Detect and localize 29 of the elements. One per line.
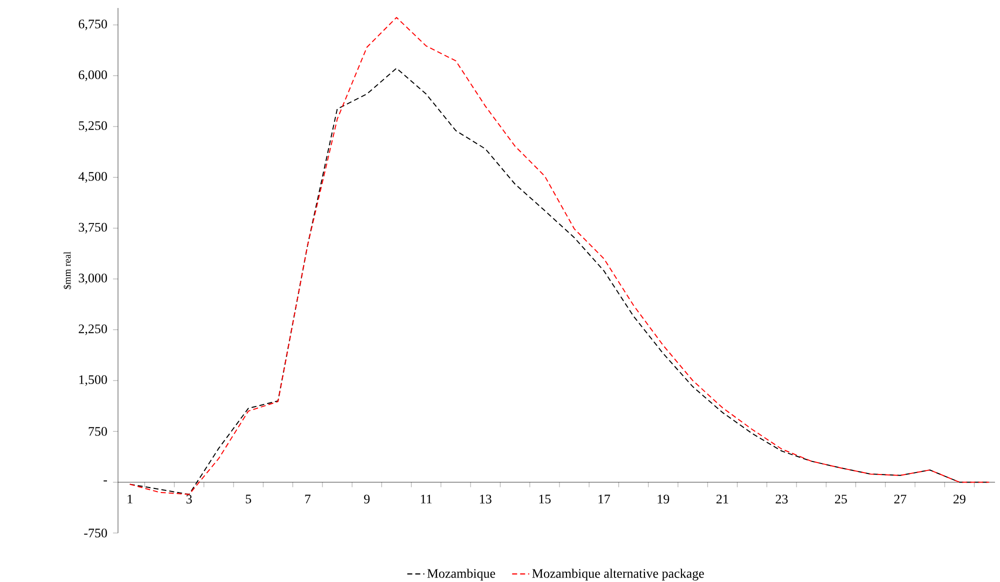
y-tick-label: 5,250 [78,121,107,132]
y-tick-label: 1,500 [79,375,107,386]
y-tick-label: -750 [84,528,107,538]
x-tick-label: 23 [776,494,788,504]
x-tick-label: 3 [186,494,192,504]
y-tick-label: 6,750 [78,20,107,30]
x-tick-label: 11 [421,494,432,504]
y-tick-label: - [104,480,107,482]
y-tick-label: 4,500 [78,172,107,183]
x-tick-label: 9 [364,494,370,504]
x-tick-label: 21 [716,494,728,504]
x-tick-label: 25 [835,494,847,504]
x-tick-label: 7 [305,494,311,504]
x-tick-label: 29 [954,494,966,504]
y-tick-label: 750 [88,427,107,436]
y-tick-label: 6,000 [78,70,107,82]
legend-label: Mozambique alternative package [532,568,704,581]
x-tick-label: 13 [480,494,492,504]
y-tick-label: 2,250 [78,324,107,336]
x-tick-label: 15 [539,494,551,504]
y-axis-title: $mm real [63,252,72,290]
x-tick-label: 5 [246,494,252,504]
y-tick-label: 3,750 [78,222,107,234]
legend-label: Mozambique [427,568,496,580]
y-tick-label: 3,000 [78,274,107,284]
x-tick-label: 17 [598,494,610,504]
x-tick-label: 1 [128,494,132,504]
x-tick-label: 19 [658,494,670,504]
x-tick-label: 27 [894,494,906,504]
